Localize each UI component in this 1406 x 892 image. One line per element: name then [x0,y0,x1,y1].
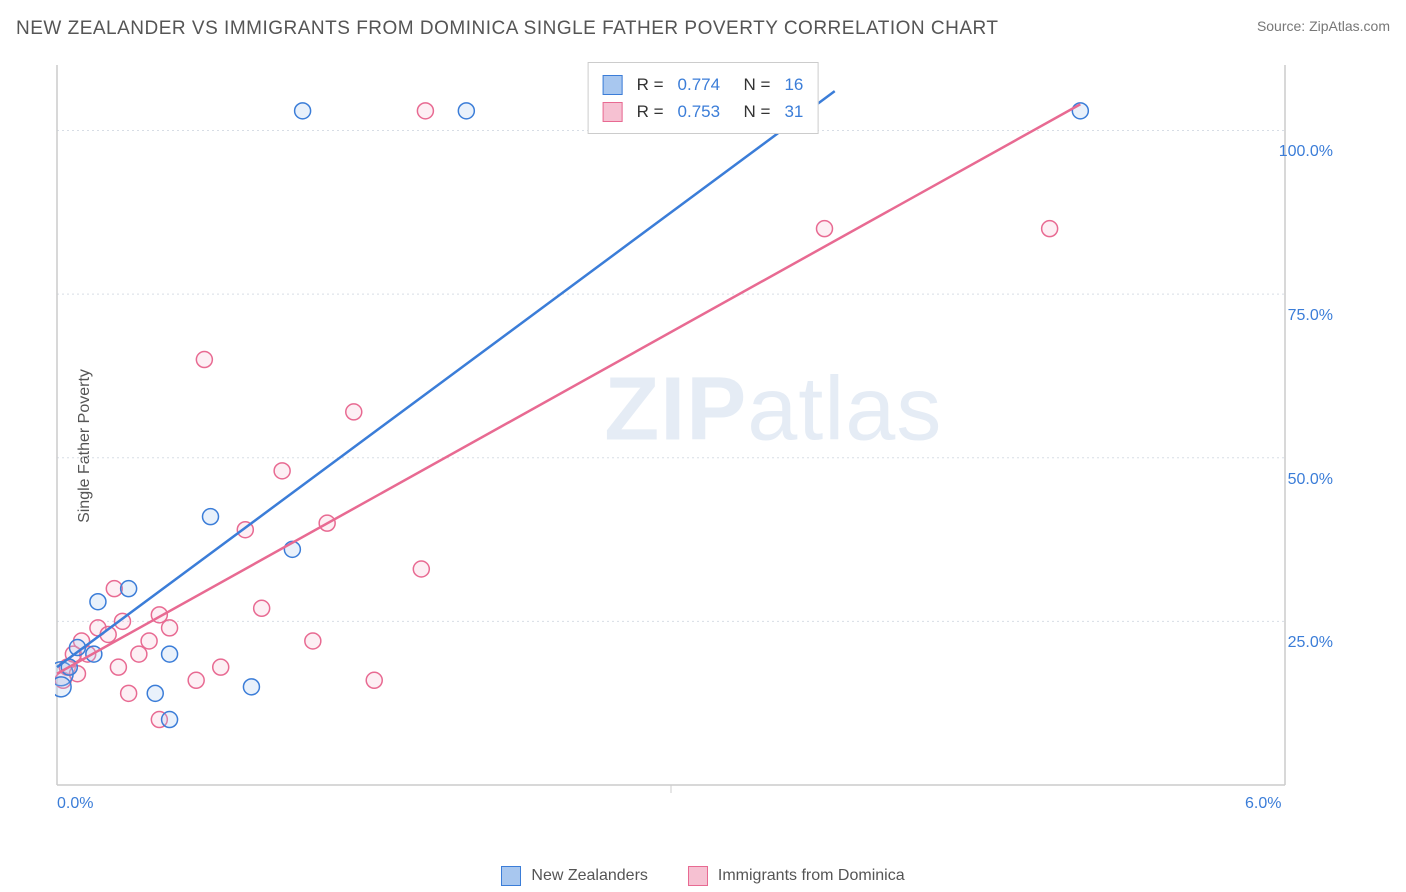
legend-item: New Zealanders [501,866,648,886]
y-tick-label: 25.0% [1288,634,1333,652]
swatch-icon [603,75,623,95]
legend-label: New Zealanders [531,867,648,885]
swatch-icon [603,102,623,122]
swatch-icon [688,866,708,886]
correlation-stats-box: R = 0.774 N = 16 R = 0.753 N = 31 [588,62,819,134]
x-tick-label: 6.0% [1245,795,1281,813]
chart-title: NEW ZEALANDER VS IMMIGRANTS FROM DOMINIC… [16,18,999,40]
legend-label: Immigrants from Dominica [718,867,905,885]
scatter-chart [55,55,1345,815]
r-label: R = [637,71,664,98]
n-value: 31 [784,98,803,125]
source-label: Source: ZipAtlas.com [1257,18,1390,34]
y-tick-label: 75.0% [1288,307,1333,325]
stat-row: R = 0.774 N = 16 [603,71,804,98]
header: NEW ZEALANDER VS IMMIGRANTS FROM DOMINIC… [16,18,1390,40]
r-value: 0.753 [678,98,721,125]
n-label: N = [734,98,770,125]
legend-item: Immigrants from Dominica [688,866,905,886]
bottom-legend: New Zealanders Immigrants from Dominica [0,866,1406,886]
n-label: N = [734,71,770,98]
y-tick-label: 100.0% [1279,143,1333,161]
y-tick-label: 50.0% [1288,471,1333,489]
swatch-icon [501,866,521,886]
x-tick-label: 0.0% [57,795,93,813]
r-value: 0.774 [678,71,721,98]
plot-area: 25.0% 50.0% 75.0% 100.0% 0.0% 6.0% [55,55,1345,815]
n-value: 16 [784,71,803,98]
stat-row: R = 0.753 N = 31 [603,98,804,125]
r-label: R = [637,98,664,125]
